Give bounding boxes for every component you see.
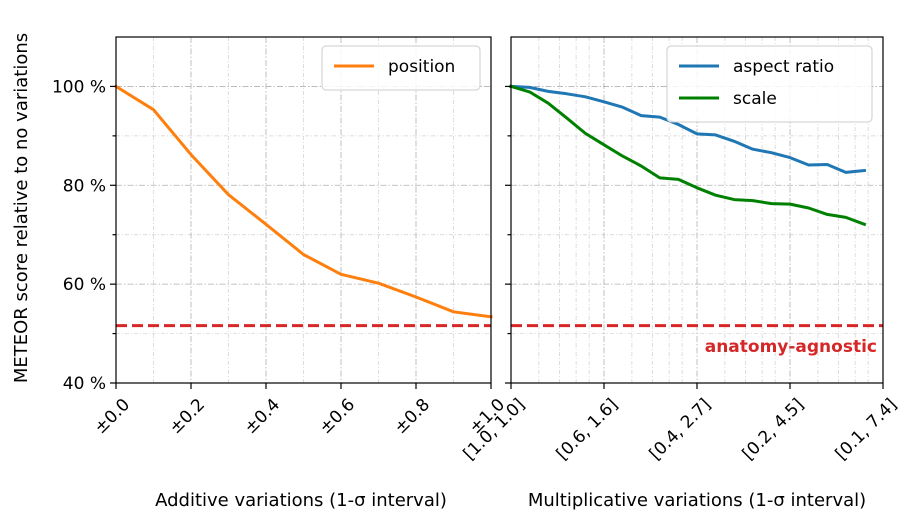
legend-label: scale (733, 89, 777, 109)
left-panel-legend: position (321, 45, 481, 91)
y-tick-label: 60 % (63, 275, 106, 295)
axes-frame (115, 36, 492, 384)
x-tick-label: [0.2, 4.5] (739, 395, 808, 464)
x-tick-label: [0.4, 2.7] (646, 395, 715, 464)
series-line-scale (509, 84, 867, 227)
x-tick-label: [0.6, 1.6] (553, 395, 622, 464)
right-panel-marks (509, 84, 883, 328)
legend-box (321, 45, 481, 91)
series-line-aspect-ratio (509, 84, 867, 174)
y-tick-label: 100 % (52, 77, 106, 97)
legend-label: aspect ratio (733, 57, 834, 77)
reference-line-label: anatomy-agnostic (705, 337, 877, 357)
x-tick-label: [0.1, 7.4] (832, 395, 901, 464)
y-axis-title: METEOR score relative to no variations (11, 33, 32, 383)
legend-label: position (388, 57, 455, 77)
right-panel-legend: aspect ratio scale (666, 45, 873, 123)
left-panel-marks (113, 84, 493, 328)
series-line-position (113, 84, 493, 319)
x-tick-label: ±0.2 (166, 395, 209, 438)
x-tick-label: ±0.0 (91, 395, 134, 438)
right-x-axis-title: Multiplicative variations (1-σ interval) (528, 490, 866, 511)
x-tick-label: ±0.4 (241, 395, 284, 438)
y-tick-label: 80 % (63, 176, 106, 196)
left-x-axis-title: Additive variations (1-σ interval) (155, 490, 447, 511)
y-tick-label: 40 % (63, 374, 106, 394)
axes-frame (510, 36, 884, 384)
x-tick-label: ±0.8 (391, 395, 434, 438)
x-tick-label: ±0.6 (316, 395, 359, 438)
